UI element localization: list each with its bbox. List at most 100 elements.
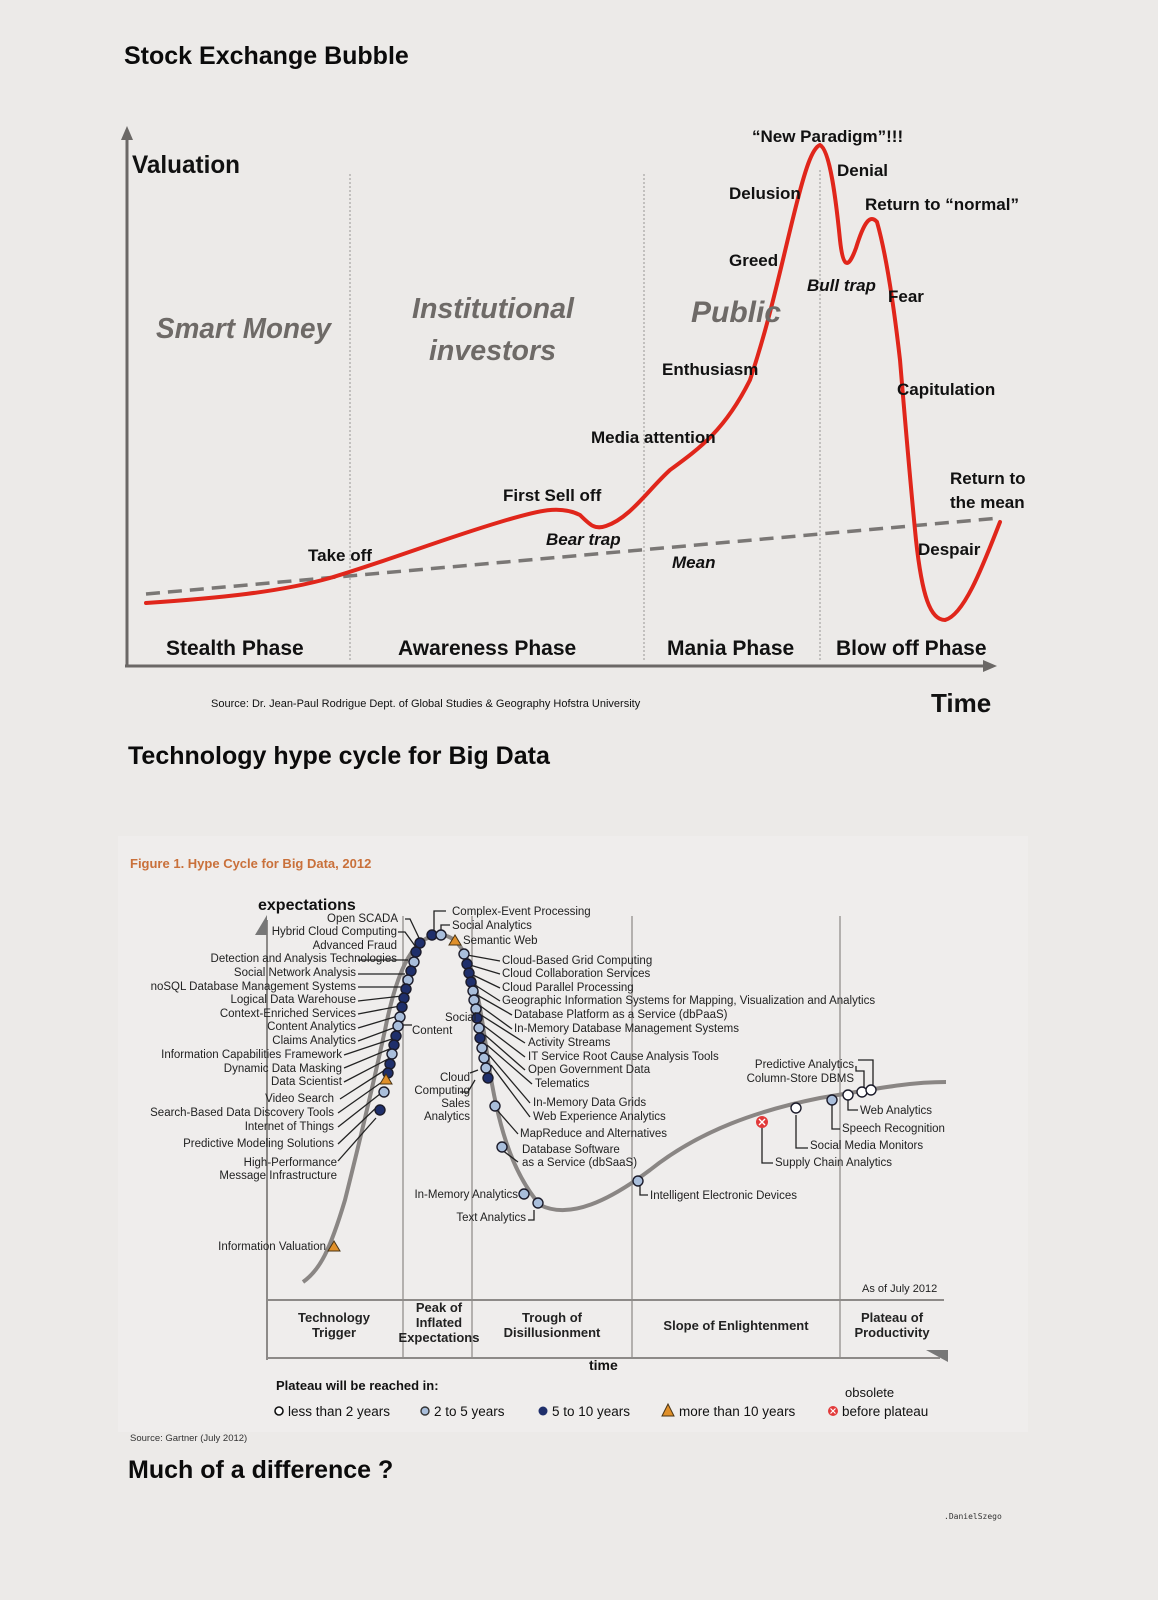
annot-bear-trap: Bear trap bbox=[546, 530, 621, 549]
tech-info-capabilities: Information Capabilities Framework bbox=[161, 1049, 342, 1061]
tech-social-content-1: Social bbox=[445, 1012, 476, 1024]
tech-content-analytics: Content Analytics bbox=[267, 1021, 356, 1033]
tech-mapreduce: MapReduce and Alternatives bbox=[520, 1128, 667, 1140]
tech-cloud-sales-4: Analytics bbox=[424, 1111, 470, 1123]
phase-peak-2: Inflated bbox=[416, 1315, 462, 1330]
phase-dividers bbox=[349, 170, 821, 662]
legend-2to5: 2 to 5 years bbox=[434, 1404, 505, 1419]
tech-telematics: Telematics bbox=[535, 1078, 590, 1090]
actor-institutional: Institutional bbox=[412, 293, 575, 325]
technology-markers bbox=[374, 929, 877, 1209]
phase-blow-off: Blow off Phase bbox=[836, 637, 987, 660]
tech-video-search: Video Search bbox=[265, 1093, 334, 1105]
annot-return-normal: Return to “normal” bbox=[865, 195, 1019, 214]
figure-title: Figure 1. Hype Cycle for Big Data, 2012 bbox=[130, 856, 371, 871]
phase-stealth: Stealth Phase bbox=[166, 637, 304, 660]
tech-intelligent-devices: Intelligent Electronic Devices bbox=[650, 1190, 797, 1202]
phase-trigger-2: Trigger bbox=[312, 1325, 356, 1340]
actor-public: Public bbox=[691, 296, 781, 329]
annot-capitulation: Capitulation bbox=[897, 380, 995, 399]
ylabel-valuation: Valuation bbox=[132, 151, 240, 179]
ylabel-expectations: expectations bbox=[258, 897, 356, 914]
phase-awareness: Awareness Phase bbox=[398, 637, 576, 660]
annot-first-sell-off: First Sell off bbox=[503, 486, 602, 505]
time-arrow bbox=[926, 1350, 948, 1362]
left-leader-lines bbox=[337, 918, 421, 1162]
obsolete-marker bbox=[756, 1116, 768, 1128]
legend-gt10-icon bbox=[661, 1402, 675, 1417]
tech-dbpaas: Database Platform as a Service (dbPaaS) bbox=[514, 1009, 728, 1021]
watermark: .DanielSzego bbox=[944, 1512, 1002, 1521]
source-gartner: Source: Gartner (July 2012) bbox=[130, 1433, 247, 1444]
stock-bubble-chart: Valuation Time Smart Money Institutional… bbox=[121, 126, 1026, 718]
tech-data-scientist: Data Scientist bbox=[271, 1076, 343, 1088]
tech-high-perf-1: High-Performance bbox=[244, 1157, 337, 1169]
tech-social-network: Social Network Analysis bbox=[234, 967, 356, 979]
tech-in-memory-grids: In-Memory Data Grids bbox=[533, 1097, 646, 1109]
phase-trigger-1: Technology bbox=[298, 1310, 371, 1325]
mean-line bbox=[145, 516, 1001, 596]
tech-claims-analytics: Claims Analytics bbox=[272, 1035, 356, 1047]
tech-in-memory-analytics: In-Memory Analytics bbox=[414, 1189, 518, 1201]
tech-complex-event: Complex-Event Processing bbox=[452, 906, 591, 918]
tech-logical-dw: Logical Data Warehouse bbox=[230, 994, 356, 1006]
annot-return-mean-2: the mean bbox=[950, 493, 1025, 512]
legend-lt2: less than 2 years bbox=[288, 1404, 390, 1419]
tech-activity-streams: Activity Streams bbox=[528, 1037, 611, 1049]
xlabel-time: Time bbox=[931, 688, 991, 718]
annot-denial: Denial bbox=[837, 161, 888, 180]
legend-before-plateau: before plateau bbox=[842, 1404, 928, 1419]
tech-search-discovery: Search-Based Data Discovery Tools bbox=[150, 1107, 334, 1119]
tech-dynamic-masking: Dynamic Data Masking bbox=[224, 1063, 342, 1075]
tech-supply-chain: Supply Chain Analytics bbox=[775, 1157, 892, 1169]
tech-text-analytics: Text Analytics bbox=[456, 1212, 526, 1224]
tech-cloud-collab: Cloud Collaboration Services bbox=[502, 968, 651, 980]
phase-plateau-2: Productivity bbox=[854, 1325, 930, 1340]
legend-obsolete: obsolete bbox=[845, 1385, 894, 1400]
legend-5to10-icon bbox=[538, 1406, 548, 1416]
phase-trough-2: Disillusionment bbox=[504, 1325, 601, 1340]
annot-new-paradigm: “New Paradigm”!!! bbox=[752, 127, 903, 146]
as-of-date: As of July 2012 bbox=[862, 1283, 937, 1295]
annot-delusion: Delusion bbox=[729, 184, 801, 203]
valuation-curve bbox=[144, 142, 1002, 623]
tech-web-experience: Web Experience Analytics bbox=[533, 1111, 666, 1123]
annot-greed: Greed bbox=[729, 251, 778, 270]
tech-it-service-rca: IT Service Root Cause Analysis Tools bbox=[528, 1051, 719, 1063]
phase-mania: Mania Phase bbox=[667, 637, 794, 660]
annot-bull-trap: Bull trap bbox=[807, 276, 876, 295]
tech-predictive-modeling: Predictive Modeling Solutions bbox=[183, 1138, 334, 1150]
annot-enthusiasm: Enthusiasm bbox=[662, 360, 758, 379]
tech-cloud-sales-3: Sales bbox=[441, 1098, 470, 1110]
tech-cloud-grid: Cloud-Based Grid Computing bbox=[502, 955, 652, 967]
phase-peak-1: Peak of bbox=[416, 1300, 463, 1315]
tech-nosql: noSQL Database Management Systems bbox=[151, 981, 357, 993]
phase-slope: Slope of Enlightenment bbox=[663, 1318, 809, 1333]
annot-media-attention: Media attention bbox=[591, 428, 716, 447]
tech-column-store: Column-Store DBMS bbox=[747, 1073, 855, 1085]
figure-panel bbox=[118, 836, 1028, 1432]
annot-take-off: Take off bbox=[308, 546, 372, 565]
tech-social-media-monitors: Social Media Monitors bbox=[810, 1140, 923, 1152]
tech-dbsaas-2: as a Service (dbSaaS) bbox=[522, 1157, 637, 1169]
tech-dbsaas-1: Database Software bbox=[522, 1144, 620, 1156]
tech-context-enriched: Context-Enriched Services bbox=[220, 1008, 356, 1020]
x-axis bbox=[125, 660, 997, 672]
xlabel-time-hype: time bbox=[589, 1357, 618, 1373]
tech-cloud-sales-1: Cloud bbox=[440, 1072, 470, 1084]
title-stock-bubble: Stock Exchange Bubble bbox=[124, 42, 409, 70]
tech-info-valuation: Information Valuation bbox=[218, 1241, 326, 1253]
actor-smart-money: Smart Money bbox=[156, 313, 333, 345]
expectations-axis bbox=[255, 915, 268, 1360]
legend-title: Plateau will be reached in: bbox=[276, 1378, 439, 1393]
gt10-triangle-markers bbox=[327, 934, 462, 1252]
annot-fear: Fear bbox=[888, 287, 924, 306]
tech-cloud-parallel: Cloud Parallel Processing bbox=[502, 982, 634, 994]
right-leader-lines bbox=[403, 910, 874, 1221]
legend-lt2-icon bbox=[274, 1406, 284, 1416]
legend-gt10: more than 10 years bbox=[679, 1404, 796, 1419]
legend-5to10: 5 to 10 years bbox=[552, 1404, 630, 1419]
legend-2to5-icon bbox=[420, 1406, 430, 1416]
actor-investors: investors bbox=[429, 335, 556, 367]
